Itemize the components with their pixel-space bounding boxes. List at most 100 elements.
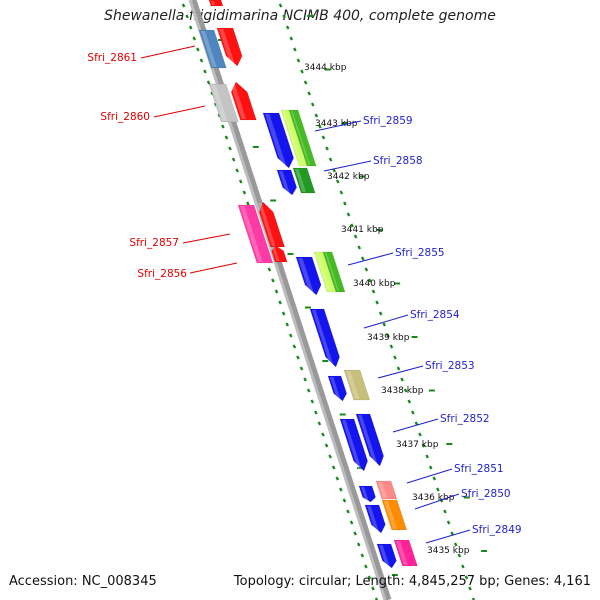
- tick-mark: [350, 223, 354, 228]
- tick-mark: [285, 322, 290, 327]
- tick-mark: [242, 190, 247, 195]
- gene-sfri-2853-a: [327, 375, 347, 402]
- leader-line-sfri-2861: [140, 45, 196, 59]
- leader-line-sfri-2849: [425, 529, 471, 544]
- tick-mark: [339, 190, 344, 195]
- tick-mark: [400, 377, 404, 382]
- tick-mark: [246, 201, 250, 206]
- gene-sfri-2855-c: [322, 251, 346, 293]
- gene-sfri-2859-a: [262, 112, 294, 169]
- tick-mark: [389, 344, 394, 349]
- tick-mark: [335, 179, 340, 184]
- gene-top-fragment-shade: [211, 1, 216, 5]
- gene-label-sfri-2851[interactable]: Sfri_2851: [454, 463, 504, 475]
- tick-mark: [378, 311, 383, 316]
- gene-sfri-2860-b-shade: [230, 83, 247, 119]
- leader-line-sfri-2858: [323, 160, 372, 172]
- tick-mark: [371, 586, 375, 591]
- gene-label-sfri-2855[interactable]: Sfri_2855: [395, 247, 445, 259]
- gene-sfri-2856-shade: [272, 247, 280, 261]
- tick-mark: [310, 102, 315, 107]
- gene-sfri-2853-a-shade: [330, 377, 341, 400]
- gene-label-sfri-2859[interactable]: Sfri_2859: [363, 115, 413, 127]
- tick-mark: [428, 465, 433, 470]
- leader-line-sfri-2850: [414, 493, 460, 510]
- accession-text: Accession: NC_008345: [9, 574, 157, 589]
- gene-sfri-2855-a: [295, 256, 322, 296]
- leader-line-sfri-2851: [406, 468, 453, 484]
- tick-mark: [346, 509, 350, 514]
- gene-sfri-2850-b-shade: [384, 501, 398, 529]
- tick-mark: [196, 47, 200, 52]
- gene-sfri-2859-c-shade: [291, 111, 311, 165]
- gene-sfri-2849-b-shade: [396, 541, 408, 565]
- tick-mark: [332, 168, 336, 173]
- tick-mark: [346, 212, 351, 217]
- gene-label-sfri-2849[interactable]: Sfri_2849: [472, 524, 522, 536]
- tick-mark: [436, 487, 440, 492]
- gene-sfri-2852-b-shade: [358, 415, 378, 465]
- tick-mark: [368, 278, 372, 283]
- gene-sfri-2854-shade: [312, 310, 334, 366]
- gene-label-sfri-2853[interactable]: Sfri_2853: [425, 360, 475, 372]
- gene-label-sfri-2856[interactable]: Sfri_2856: [137, 268, 187, 280]
- gene-sfri-2850-a-shade: [367, 506, 380, 532]
- kbp-label: 3435 kbp: [427, 546, 470, 556]
- kbp-label: 3436 kbp: [412, 493, 455, 503]
- tick-mark: [267, 267, 272, 272]
- tick-mark: [364, 267, 369, 272]
- tick-mark: [296, 58, 301, 63]
- tick-mark: [296, 355, 300, 360]
- leader-line-sfri-2857: [182, 233, 231, 244]
- kbp-label: 3442 kbp: [327, 172, 370, 182]
- gene-sfri-2853-b-shade: [346, 371, 360, 399]
- tick-mark: [385, 333, 390, 338]
- gene-label-sfri-2852[interactable]: Sfri_2852: [440, 413, 490, 425]
- gene-sfri-2860-b: [230, 81, 257, 121]
- gene-label-sfri-2861[interactable]: Sfri_2861: [87, 52, 137, 64]
- tick-mark: [203, 69, 207, 74]
- gene-sfri-2858-b-shade: [295, 169, 307, 192]
- gene-label-sfri-2854[interactable]: Sfri_2854: [410, 309, 460, 321]
- gene-sfri-2851-b-shade: [378, 482, 388, 498]
- kbp-markers: 3444 kbp 3443 kbp 3442 kbp 3441 kbp 3440 kbp…: [304, 63, 470, 556]
- tick-mark: [453, 542, 458, 547]
- tick-mark: [288, 333, 293, 338]
- tick-mark: [464, 575, 469, 580]
- tick-mark: [181, 3, 186, 8]
- gene-sfri-2849-a-shade: [379, 545, 390, 567]
- gene-sfri-2859-b-shade: [283, 111, 302, 165]
- tick-mark: [321, 432, 325, 437]
- gene-sfri-2861-a-shade: [201, 31, 217, 67]
- gene-sfri-2850-b: [381, 499, 408, 531]
- tick-mark: [289, 36, 294, 41]
- tick-mark: [318, 124, 322, 129]
- tick-mark: [199, 58, 204, 63]
- kbp-label: 3441 kbp: [341, 225, 384, 235]
- tick-mark: [310, 399, 315, 404]
- gene-sfri-2858-b: [292, 167, 316, 194]
- tick-mark: [306, 388, 311, 393]
- tick-mark: [271, 278, 275, 283]
- tick-mark: [335, 476, 340, 481]
- kbp-label: 3439 kbp: [367, 333, 410, 343]
- gene-sfri-2857-b: [258, 201, 285, 248]
- gene-label-sfri-2857[interactable]: Sfri_2857: [129, 237, 179, 249]
- tick-mark: [228, 146, 232, 151]
- tick-mark: [357, 245, 362, 250]
- tick-mark: [238, 179, 243, 184]
- gene-sfri-2857-a-shade: [240, 206, 263, 262]
- gene-label-sfri-2858[interactable]: Sfri_2858: [373, 155, 423, 167]
- tick-mark: [446, 520, 451, 525]
- gene-sfri-2854: [309, 308, 340, 368]
- tick-mark: [411, 410, 415, 415]
- leader-line-sfri-2860: [153, 105, 206, 118]
- tick-mark: [293, 47, 297, 52]
- tick-mark: [432, 476, 437, 481]
- tick-mark: [371, 289, 376, 294]
- leader-line-sfri-2854: [363, 314, 409, 329]
- tick-mark: [407, 399, 412, 404]
- gene-label-sfri-2850[interactable]: Sfri_2850: [461, 488, 511, 500]
- gene-label-sfri-2860[interactable]: Sfri_2860: [100, 111, 150, 123]
- gene-sfri-2849-a: [376, 543, 397, 569]
